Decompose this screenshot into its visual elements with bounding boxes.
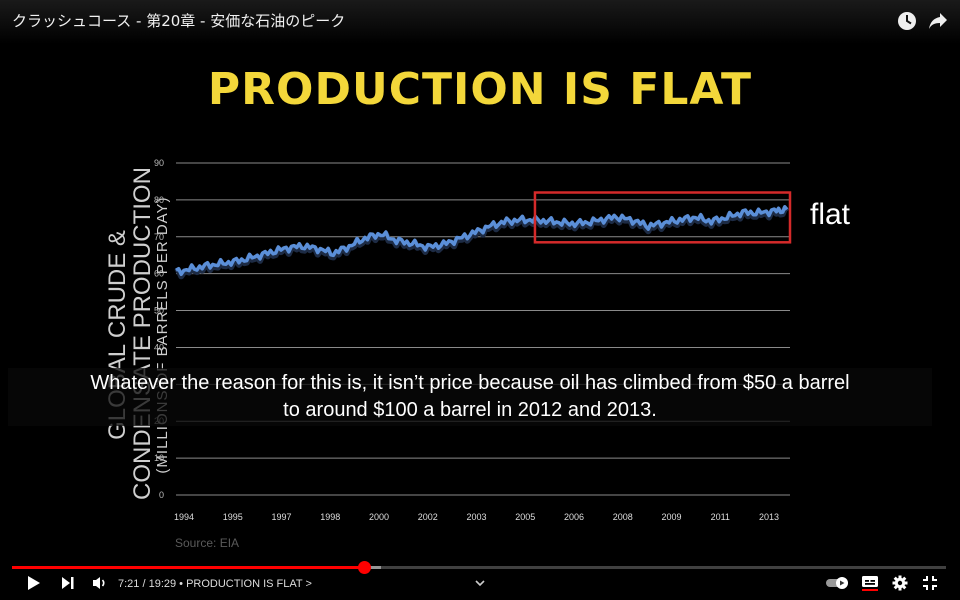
top-bar: [0, 0, 960, 44]
x-tick-label: 2009: [661, 512, 681, 522]
play-icon: [27, 575, 41, 596]
x-tick-label: 2002: [418, 512, 438, 522]
progress-played: [12, 566, 365, 569]
caption-line-2: to around $100 a barrel in 2012 and 2013…: [283, 399, 657, 421]
chapter-label[interactable]: • PRODUCTION IS FLAT >: [179, 578, 312, 590]
chevron-down-icon: [474, 574, 486, 592]
x-tick-label: 2013: [759, 512, 779, 522]
video-title[interactable]: クラッシュコース - 第20章 - 安価な石油のピーク: [12, 12, 346, 30]
volume-button[interactable]: [90, 574, 110, 596]
autoplay-toggle-icon: [825, 576, 851, 595]
y-tick-label: 90: [154, 158, 164, 168]
settings-button[interactable]: [890, 574, 910, 596]
volume-icon: [92, 576, 108, 595]
x-tick-label: 2008: [613, 512, 633, 522]
progress-bar[interactable]: [12, 561, 946, 574]
next-button[interactable]: [58, 574, 78, 596]
x-tick-label: 2005: [515, 512, 535, 522]
y-tick-label: 0: [159, 490, 164, 500]
x-tick-label: 2011: [711, 512, 730, 522]
chapter-expand-button[interactable]: [470, 572, 490, 594]
time-and-chapter: 7:21 / 19:29 • PRODUCTION IS FLAT >: [118, 578, 312, 590]
x-tick-label: 2006: [564, 512, 584, 522]
source-label: Source: EIA: [175, 536, 240, 550]
x-tick-label: 1998: [320, 512, 340, 522]
y-tick-label: 80: [154, 195, 164, 205]
x-tick-label: 1997: [271, 512, 291, 522]
flat-annotation: flat: [810, 198, 851, 231]
chart-ticks: 0102030405060708090199419951997199820002…: [154, 158, 779, 522]
caption-line-1: Whatever the reason for this is, it isn’…: [90, 372, 850, 394]
series-line: [175, 205, 789, 277]
y-tick-label: 60: [154, 269, 164, 279]
time-display: 7:21 / 19:29: [118, 578, 177, 590]
exit-fullscreen-button[interactable]: [920, 574, 940, 596]
chart-series: [174, 205, 790, 280]
x-tick-label: 1995: [223, 512, 243, 522]
flat-highlight-box: [533, 191, 792, 244]
play-button[interactable]: [24, 574, 44, 596]
y-tick-label: 10: [154, 453, 164, 463]
exit-fullscreen-icon: [922, 575, 938, 596]
caption-background: [8, 368, 932, 426]
chart-grid: [176, 162, 790, 496]
x-tick-label: 2003: [466, 512, 486, 522]
progress-scrubber[interactable]: [358, 561, 372, 574]
control-bar: [0, 572, 960, 600]
caption: Whatever the reason for this is, it isn’…: [8, 370, 932, 424]
autoplay-toggle[interactable]: [824, 574, 852, 596]
y-tick-label: 50: [154, 306, 164, 316]
next-icon: [61, 576, 75, 595]
x-tick-label: 2000: [369, 512, 389, 522]
share-icon[interactable]: [927, 10, 949, 32]
slide-title: PRODUCTION IS FLAT: [207, 64, 753, 115]
y-tick-label: 40: [154, 342, 164, 352]
watch-later-icon[interactable]: [896, 10, 918, 32]
captions-button[interactable]: [860, 574, 880, 596]
captions-icon: [861, 575, 879, 596]
settings-icon: [892, 575, 908, 596]
y-tick-label: 70: [154, 232, 164, 242]
x-tick-label: 1994: [174, 512, 194, 522]
